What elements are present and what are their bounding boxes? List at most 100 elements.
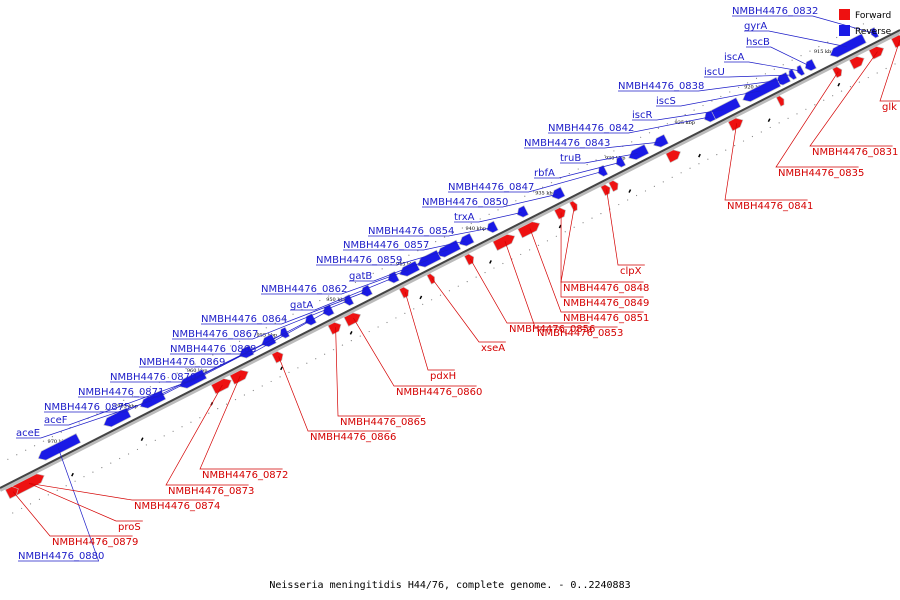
forward-gene-label[interactable]: NMBH4476_0848 bbox=[563, 283, 649, 294]
lower-dot bbox=[805, 108, 807, 110]
forward-gene-label[interactable]: NMBH4476_0849 bbox=[563, 298, 649, 309]
reverse-gene-label[interactable]: NMBH4476_0859 bbox=[316, 255, 402, 266]
forward-gene-label[interactable]: NMBH4476_0853 bbox=[537, 328, 623, 339]
forward-gene-label[interactable]: xseA bbox=[481, 343, 505, 354]
upper-dot bbox=[818, 46, 820, 48]
upper-dot bbox=[310, 304, 312, 306]
upper-dot bbox=[871, 18, 873, 20]
lower-dot bbox=[422, 303, 424, 305]
reverse-gene-box bbox=[103, 407, 132, 428]
forward-leader-line bbox=[504, 241, 618, 328]
reverse-gene-label[interactable]: aceE bbox=[16, 428, 40, 439]
forward-leader-line bbox=[335, 327, 421, 417]
reverse-gene-label[interactable]: NMBH4476_0869 bbox=[139, 357, 225, 368]
upper-dot bbox=[435, 241, 437, 243]
tick-mark bbox=[837, 82, 841, 87]
forward-gene-label[interactable]: NMBH4476_0831 bbox=[812, 147, 898, 158]
forward-gene-label[interactable]: NMBH4476_0865 bbox=[340, 417, 426, 428]
lower-dot bbox=[894, 63, 896, 65]
lower-dot bbox=[315, 358, 317, 360]
reverse-gene-label[interactable]: rbfA bbox=[534, 168, 555, 179]
upper-dot bbox=[862, 23, 865, 25]
lower-dot bbox=[689, 167, 691, 169]
forward-gene-label[interactable]: NMBH4476_0856 bbox=[509, 324, 595, 335]
reverse-leader-line bbox=[201, 291, 366, 325]
reverse-labels: NMBH4476_0832gyrAhscBiscAiscUNMBH4476_08… bbox=[16, 6, 874, 562]
reverse-gene-label[interactable]: NMBH4476_0880 bbox=[18, 551, 104, 562]
lower-dot bbox=[475, 276, 477, 278]
lower-dot bbox=[225, 403, 228, 405]
reverse-gene-label[interactable]: NMBH4476_0832 bbox=[732, 6, 818, 17]
tick-mark bbox=[140, 437, 144, 442]
forward-gene-label[interactable]: NMBH4476_0835 bbox=[778, 168, 864, 179]
reverse-gene-label[interactable]: iscU bbox=[704, 67, 725, 78]
reverse-leader-line bbox=[170, 310, 328, 355]
reverse-leader-line bbox=[704, 74, 792, 78]
tick-label: 945 kbp bbox=[396, 262, 417, 268]
reverse-gene-box bbox=[551, 186, 566, 200]
reverse-gene-label[interactable]: trxA bbox=[454, 212, 475, 223]
svg-text:970 kbp: 970 kbp bbox=[48, 439, 69, 445]
lower-dot bbox=[56, 489, 58, 491]
forward-gene-label[interactable]: NMBH4476_0851 bbox=[563, 313, 649, 324]
reverse-gene-label[interactable]: iscA bbox=[724, 52, 744, 63]
kbp-ticks: 915 kbp 920 kbp 925 kbp 930 kbp 935 kbp 940 k… bbox=[48, 49, 841, 477]
upper-dot bbox=[443, 236, 446, 238]
lower-dot bbox=[849, 86, 852, 88]
reverse-gene-box bbox=[653, 134, 669, 148]
reverse-gene-label[interactable]: NMBH4476_0843 bbox=[524, 138, 610, 149]
reverse-gene-label[interactable]: NMBH4476_0857 bbox=[343, 240, 429, 251]
reverse-gene-label[interactable]: NMBH4476_0842 bbox=[548, 123, 634, 134]
reverse-gene-label[interactable]: gatA bbox=[290, 300, 313, 311]
reverse-gene-label[interactable]: gatB bbox=[349, 271, 372, 282]
upper-dot bbox=[746, 82, 749, 84]
reverse-gene-label[interactable]: NMBH4476_0868 bbox=[170, 344, 256, 355]
reverse-gene-label[interactable]: gyrA bbox=[744, 21, 767, 32]
lower-dot bbox=[324, 353, 326, 355]
lower-dot bbox=[430, 299, 433, 301]
forward-gene-label[interactable]: proS bbox=[118, 522, 141, 533]
upper-dot bbox=[711, 100, 713, 102]
svg-text:945 kbp: 945 kbp bbox=[396, 262, 417, 268]
reverse-gene-label[interactable]: iscS bbox=[656, 96, 676, 107]
forward-gene-box bbox=[463, 253, 475, 266]
upper-dot bbox=[773, 68, 775, 70]
reverse-gene-label[interactable]: NMBH4476_0875 bbox=[44, 402, 130, 413]
upper-dot bbox=[328, 295, 330, 297]
forward-gene-label[interactable]: NMBH4476_0872 bbox=[202, 470, 288, 481]
forward-gene-label[interactable]: NMBH4476_0874 bbox=[134, 501, 220, 512]
reverse-gene-label[interactable]: NMBH4476_0838 bbox=[618, 81, 704, 92]
lower-dot bbox=[484, 271, 486, 274]
upper-dot bbox=[16, 454, 18, 456]
forward-gene-label[interactable]: pdxH bbox=[430, 371, 456, 382]
forward-gene-label[interactable]: NMBH4476_0873 bbox=[168, 486, 254, 497]
reverse-gene-label[interactable]: hscB bbox=[746, 37, 770, 48]
reverse-gene-label[interactable]: NMBH4476_0854 bbox=[368, 226, 454, 237]
upper-dot bbox=[33, 445, 36, 447]
forward-gene-label[interactable]: NMBH4476_0860 bbox=[396, 387, 482, 398]
reverse-gene-label[interactable]: NMBH4476_0850 bbox=[422, 197, 508, 208]
reverse-gene-label[interactable]: NMBH4476_0867 bbox=[172, 329, 258, 340]
forward-gene-label[interactable]: NMBH4476_0841 bbox=[727, 201, 813, 212]
forward-gene-box bbox=[4, 486, 19, 500]
forward-gene-label[interactable]: glk bbox=[882, 102, 897, 113]
upper-dot bbox=[132, 395, 134, 397]
reverse-gene-label[interactable]: NMBH4476_0862 bbox=[261, 284, 347, 295]
lower-dot bbox=[457, 285, 459, 287]
reverse-gene-label[interactable]: NMBH4476_0864 bbox=[201, 314, 287, 325]
reverse-gene-label[interactable]: truB bbox=[560, 153, 581, 164]
reverse-gene-label[interactable]: iscR bbox=[632, 110, 652, 121]
forward-gene-label[interactable]: NMBH4476_0879 bbox=[52, 537, 138, 548]
lower-dot bbox=[537, 244, 540, 246]
reverse-gene-label[interactable]: NMBH4476_0847 bbox=[448, 182, 534, 193]
forward-gene-label[interactable]: clpX bbox=[620, 266, 642, 277]
forward-gene-label[interactable]: NMBH4476_0866 bbox=[310, 432, 396, 443]
svg-text:965 kbp: 965 kbp bbox=[117, 403, 138, 409]
reverse-gene-label[interactable]: aceF bbox=[44, 415, 68, 426]
lower-dot bbox=[653, 185, 655, 188]
reverse-gene-label[interactable]: NMBH4476_0871 bbox=[78, 387, 164, 398]
upper-dot bbox=[524, 195, 526, 197]
reverse-gene-label[interactable]: NMBH4476_0870 bbox=[110, 372, 196, 383]
svg-text:920 kbp: 920 kbp bbox=[744, 84, 765, 90]
